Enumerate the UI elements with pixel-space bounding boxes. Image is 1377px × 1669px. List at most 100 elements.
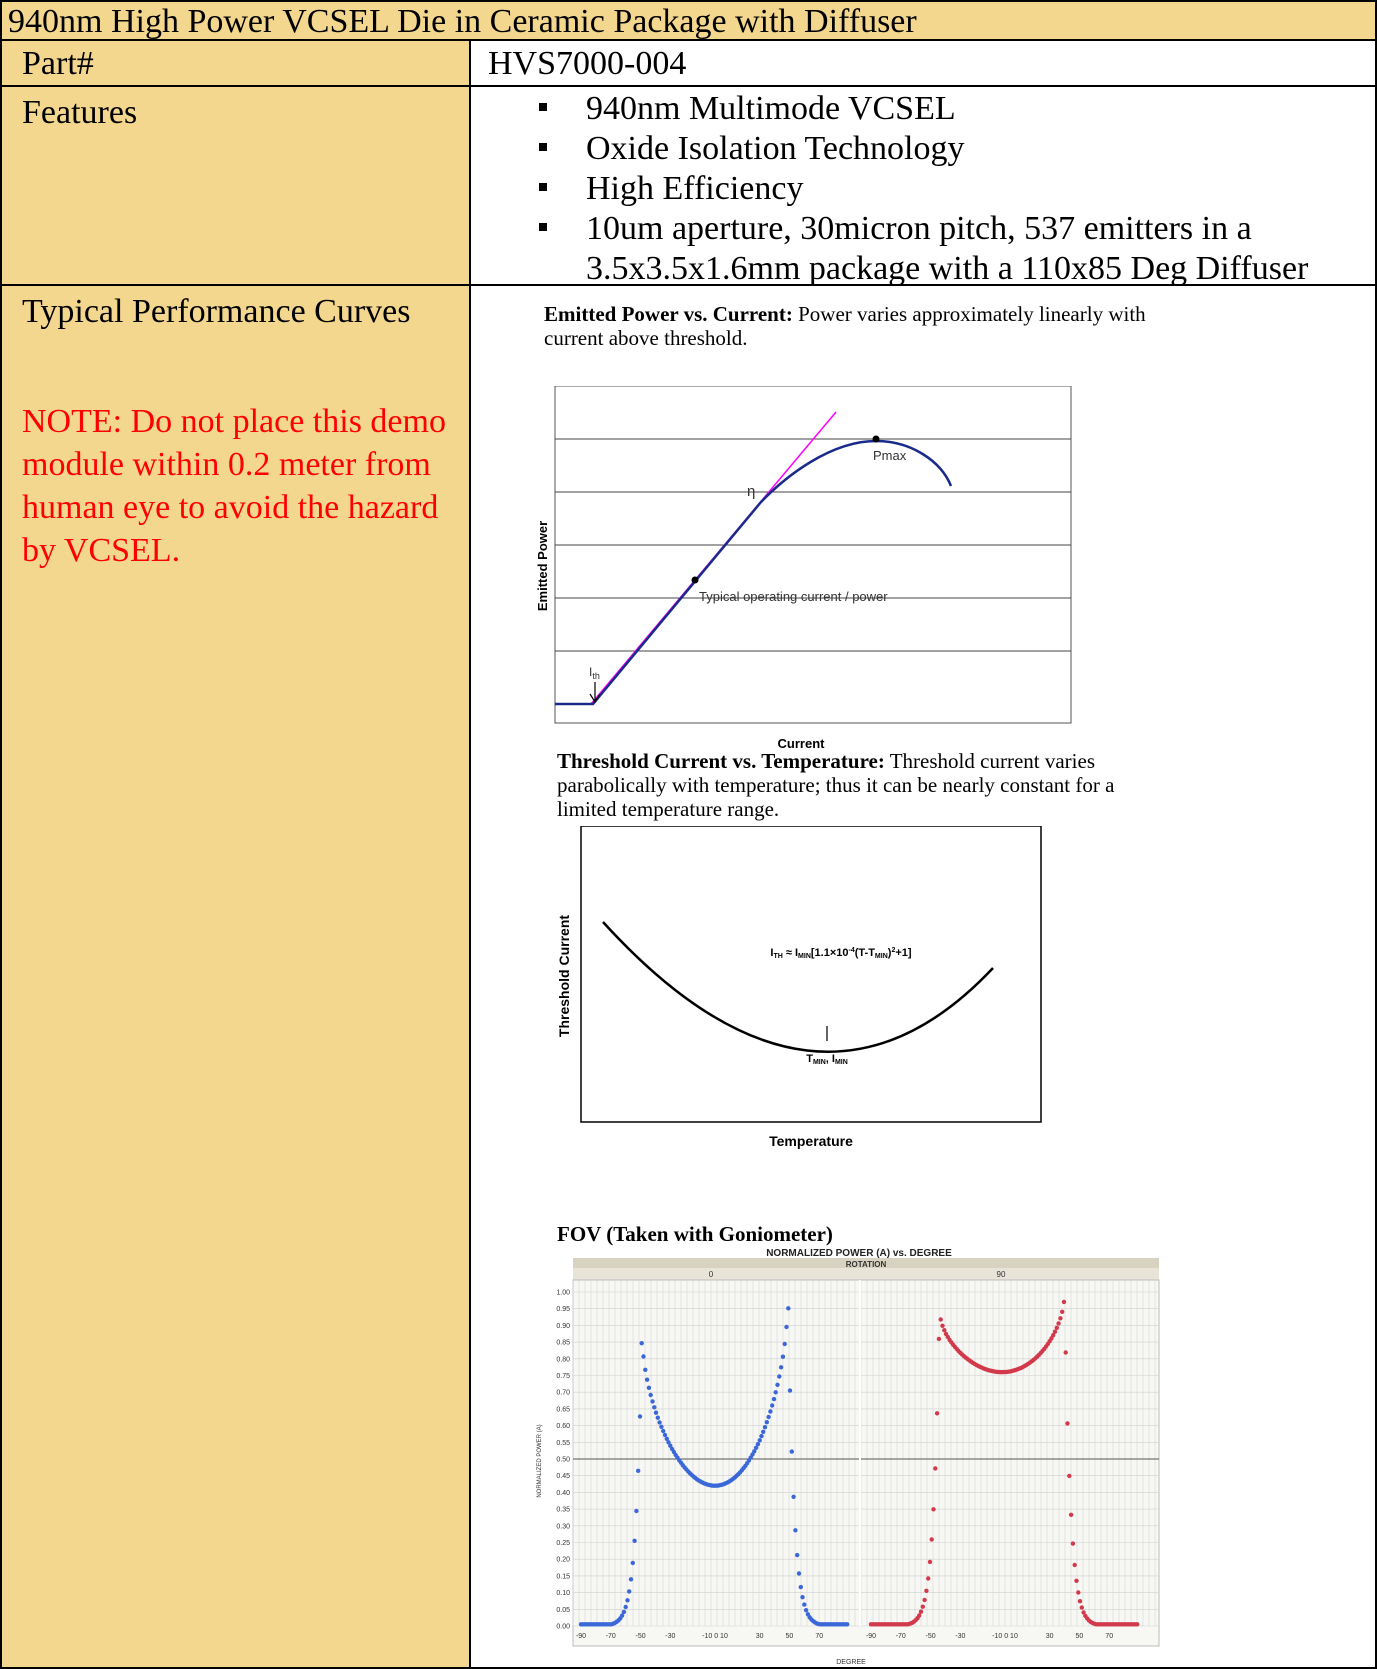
fov-point-0 [796, 1571, 802, 1576]
features-cell: 940nm Multimode VCSEL Oxide Isolation Te… [469, 85, 1377, 289]
fov-subtitle: ROTATION [846, 1260, 887, 1269]
pi-pmax-point [872, 435, 880, 443]
fov-point-0 [768, 1409, 773, 1414]
fov-point-0 [643, 1367, 648, 1372]
fov-point-90 [929, 1537, 934, 1542]
fov-point-90 [942, 1328, 947, 1333]
fov-ytick-label: 0.50 [556, 1457, 570, 1464]
fov-xticks: -90 -70 -50 -30 -10 0 10 30 50 70 -90 -70 -50 -30 -1… [576, 1633, 1113, 1640]
fov-point-0 [789, 1449, 794, 1454]
pi-pmax-label: Pmax [873, 448, 907, 463]
fov-xtick-label: -50 [635, 1633, 645, 1640]
fov-series-90 [868, 1299, 1140, 1627]
fov-point-0 [666, 1440, 671, 1445]
fov-ytick-label: 0.90 [556, 1323, 570, 1330]
part-label: Part# [0, 39, 471, 87]
fov-xtick-label: -70 [896, 1633, 906, 1640]
fov-point-0 [657, 1420, 662, 1425]
fov-xtick-label: -10 0 10 [992, 1633, 1018, 1640]
bullet-icon [539, 143, 547, 151]
fov-point-0 [659, 1424, 664, 1429]
fov-point-0 [793, 1528, 798, 1533]
fov-xtick-label: 70 [815, 1633, 823, 1640]
fov-title: NORMALIZED POWER (A) vs. DEGREE [766, 1248, 952, 1259]
fov-point-90 [1072, 1562, 1077, 1568]
fov-point-90 [1051, 1333, 1056, 1338]
fov-point-90 [1074, 1578, 1079, 1583]
feature-item: High Efficiency [471, 169, 1375, 209]
fov-point-90 [1076, 1590, 1081, 1595]
fov-point-0 [786, 1306, 791, 1311]
fov-ytick-label: 0.40 [556, 1490, 570, 1497]
fov-xtick-label: -90 [576, 1633, 586, 1640]
fov-ytick-label: 0.15 [556, 1573, 570, 1580]
fov-ytick-label: 0.20 [556, 1557, 570, 1564]
fov-point-0 [648, 1392, 653, 1398]
fov-point-0 [778, 1365, 784, 1370]
pi-operating-point [691, 576, 699, 584]
fov-point-0 [752, 1449, 757, 1454]
fov-point-0 [621, 1609, 627, 1615]
fov-point-90 [922, 1597, 927, 1603]
fov-point-0 [791, 1494, 796, 1499]
fov-point-0 [784, 1324, 789, 1330]
fov-ytick-label: 0.35 [556, 1507, 570, 1514]
fov-ytick-label: 0.45 [556, 1473, 570, 1480]
fov-point-90 [934, 1411, 940, 1416]
bullet-icon [539, 183, 547, 191]
fov-xlabel: DEGREE [836, 1659, 866, 1666]
fov-xtick-label: 50 [786, 1633, 794, 1640]
fov-point-90 [1056, 1321, 1061, 1326]
pi-caption-heading: Emitted Power vs. Current: [544, 302, 793, 326]
fov-xtick-label: -10 0 10 [702, 1633, 728, 1640]
fov-point-90 [936, 1336, 942, 1342]
fov-series-0 [578, 1306, 850, 1627]
features-label: Features [0, 85, 471, 286]
fov-point-0 [630, 1560, 635, 1566]
threshold-curve [602, 921, 994, 1053]
fov-point-0 [668, 1443, 673, 1448]
fov-point-90 [931, 1507, 936, 1512]
fov-point-0 [761, 1429, 766, 1434]
fov-grid [572, 1279, 1160, 1647]
curves-label: Typical Performance Curves [22, 293, 411, 330]
fov-ylabel: NORMALIZED POWER (A) [537, 1424, 543, 1497]
fov-point-0 [750, 1452, 755, 1457]
features-list: 940nm Multimode VCSEL Oxide Isolation Te… [471, 89, 1375, 289]
fov-point-0 [625, 1598, 630, 1603]
fov-ytick-label: 0.25 [556, 1540, 570, 1547]
pi-ith-arrowhead [589, 693, 601, 704]
fov-point-90 [920, 1604, 925, 1609]
fov-xtick-label: 50 [1076, 1633, 1084, 1640]
fov-point-90 [1068, 1512, 1074, 1517]
page-title: 940nm High Power VCSEL Die in Ceramic Pa… [0, 0, 1377, 41]
fov-point-0 [627, 1589, 632, 1594]
fov-xtick-label: -90 [866, 1633, 876, 1640]
fov-point-90 [1081, 1610, 1086, 1615]
fov-point-90 [918, 1609, 924, 1614]
pi-caption: Emitted Power vs. Current: Power varies … [544, 302, 1194, 350]
fov-point-0 [787, 1388, 793, 1393]
fov-point-90 [926, 1576, 931, 1581]
fov-point-90 [1052, 1329, 1058, 1334]
fov-point-90 [1060, 1309, 1065, 1314]
bullet-icon [539, 223, 547, 231]
pi-caption-text: Power varies approximately linearly with… [544, 302, 1146, 350]
fov-ytick-label: 0.65 [556, 1406, 570, 1413]
fov-point-90 [917, 1613, 922, 1618]
fov-point-0 [777, 1374, 782, 1379]
fov-point-90 [1067, 1473, 1072, 1479]
threshold-frame [580, 826, 1042, 1123]
fov-point-0 [770, 1403, 775, 1408]
fov-point-0 [759, 1433, 764, 1439]
fov-xtick-label: -30 [665, 1633, 675, 1640]
fov-point-90 [1079, 1605, 1084, 1610]
fov-ytick-label: 0.30 [556, 1523, 570, 1530]
fov-panel-90-label: 90 [997, 1270, 1006, 1279]
fov-point-0 [661, 1428, 666, 1434]
fov-ytick-label: 0.55 [556, 1440, 570, 1447]
fov-point-0 [795, 1552, 800, 1558]
pi-frame [554, 386, 1072, 724]
fov-caption-heading: FOV (Taken with Goniometer) [557, 1222, 833, 1246]
fov-ytick-label: 0.00 [556, 1624, 570, 1631]
